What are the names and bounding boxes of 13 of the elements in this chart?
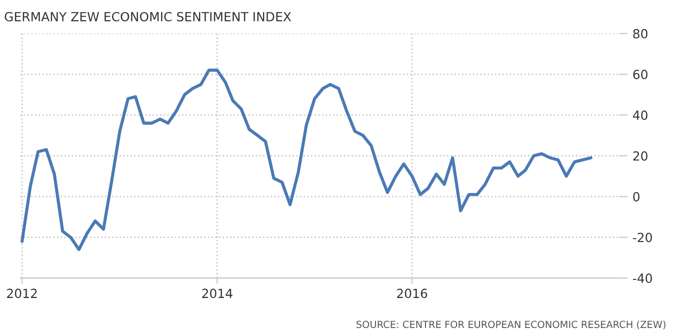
line-series [20,68,592,252]
source-note: SOURCE: CENTRE FOR EUROPEAN ECONOMIC RESEARCH (ZEW) [356,320,666,330]
y-tick-label: 40 [632,110,648,120]
x-tick-label: 2012 [7,288,37,298]
y-tick-label: -20 [632,232,652,242]
y-tick-label: 20 [633,151,648,161]
y-tick-label: 80 [633,28,648,38]
chart-title: GERMANY ZEW ECONOMIC SENTIMENT INDEX [4,12,292,22]
x-tick-label: 2016 [397,288,428,298]
y-tick-label: 0 [633,192,640,202]
y-tick-label: 60 [633,70,648,80]
x-tick-label: 2014 [202,288,232,298]
y-tick-label: -40 [632,274,652,283]
